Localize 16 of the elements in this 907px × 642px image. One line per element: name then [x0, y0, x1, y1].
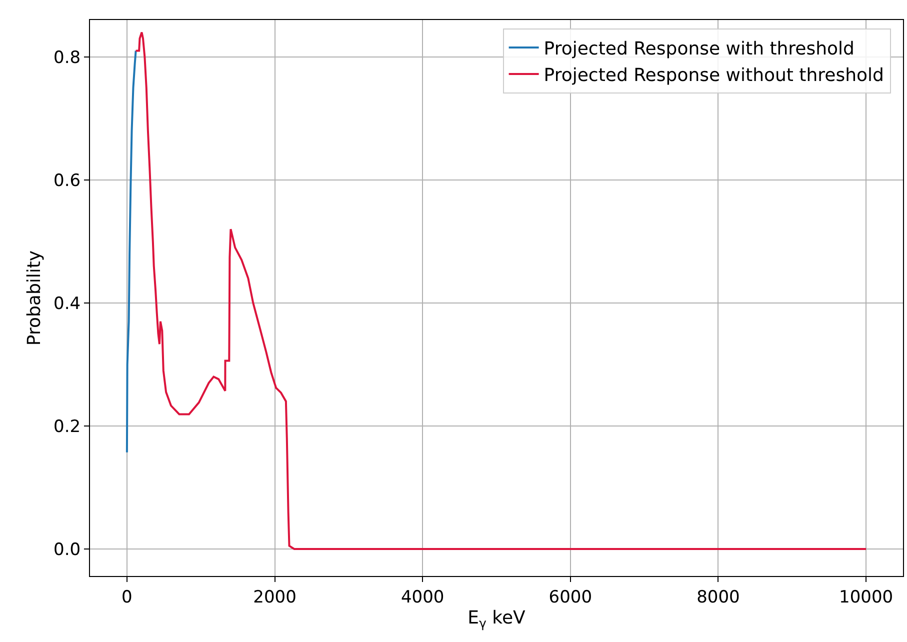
y-tick-label: 0.6	[54, 170, 81, 191]
x-axis-title: E$_{γ}$ keV	[468, 608, 526, 630]
x-tick-label: 0	[122, 587, 132, 608]
legend-label: Projected Response with threshold	[544, 38, 854, 60]
y-tick-label: 0.8	[54, 48, 81, 68]
y-tick-label: 0.4	[54, 294, 81, 314]
y-tick-label: 0.0	[54, 540, 81, 560]
y-axis-title: Probability	[24, 250, 45, 346]
line-series	[126, 50, 137, 454]
x-tick-label: 10000	[839, 587, 894, 608]
x-tick-label: 6000	[548, 587, 592, 608]
x-tick-label: 4000	[400, 587, 444, 608]
legend-label: Projected Response without threshold	[544, 64, 884, 86]
y-tick-label: 0.2	[54, 416, 81, 437]
x-tick-label: 2000	[253, 587, 296, 608]
x-tick-label: 8000	[696, 587, 740, 608]
